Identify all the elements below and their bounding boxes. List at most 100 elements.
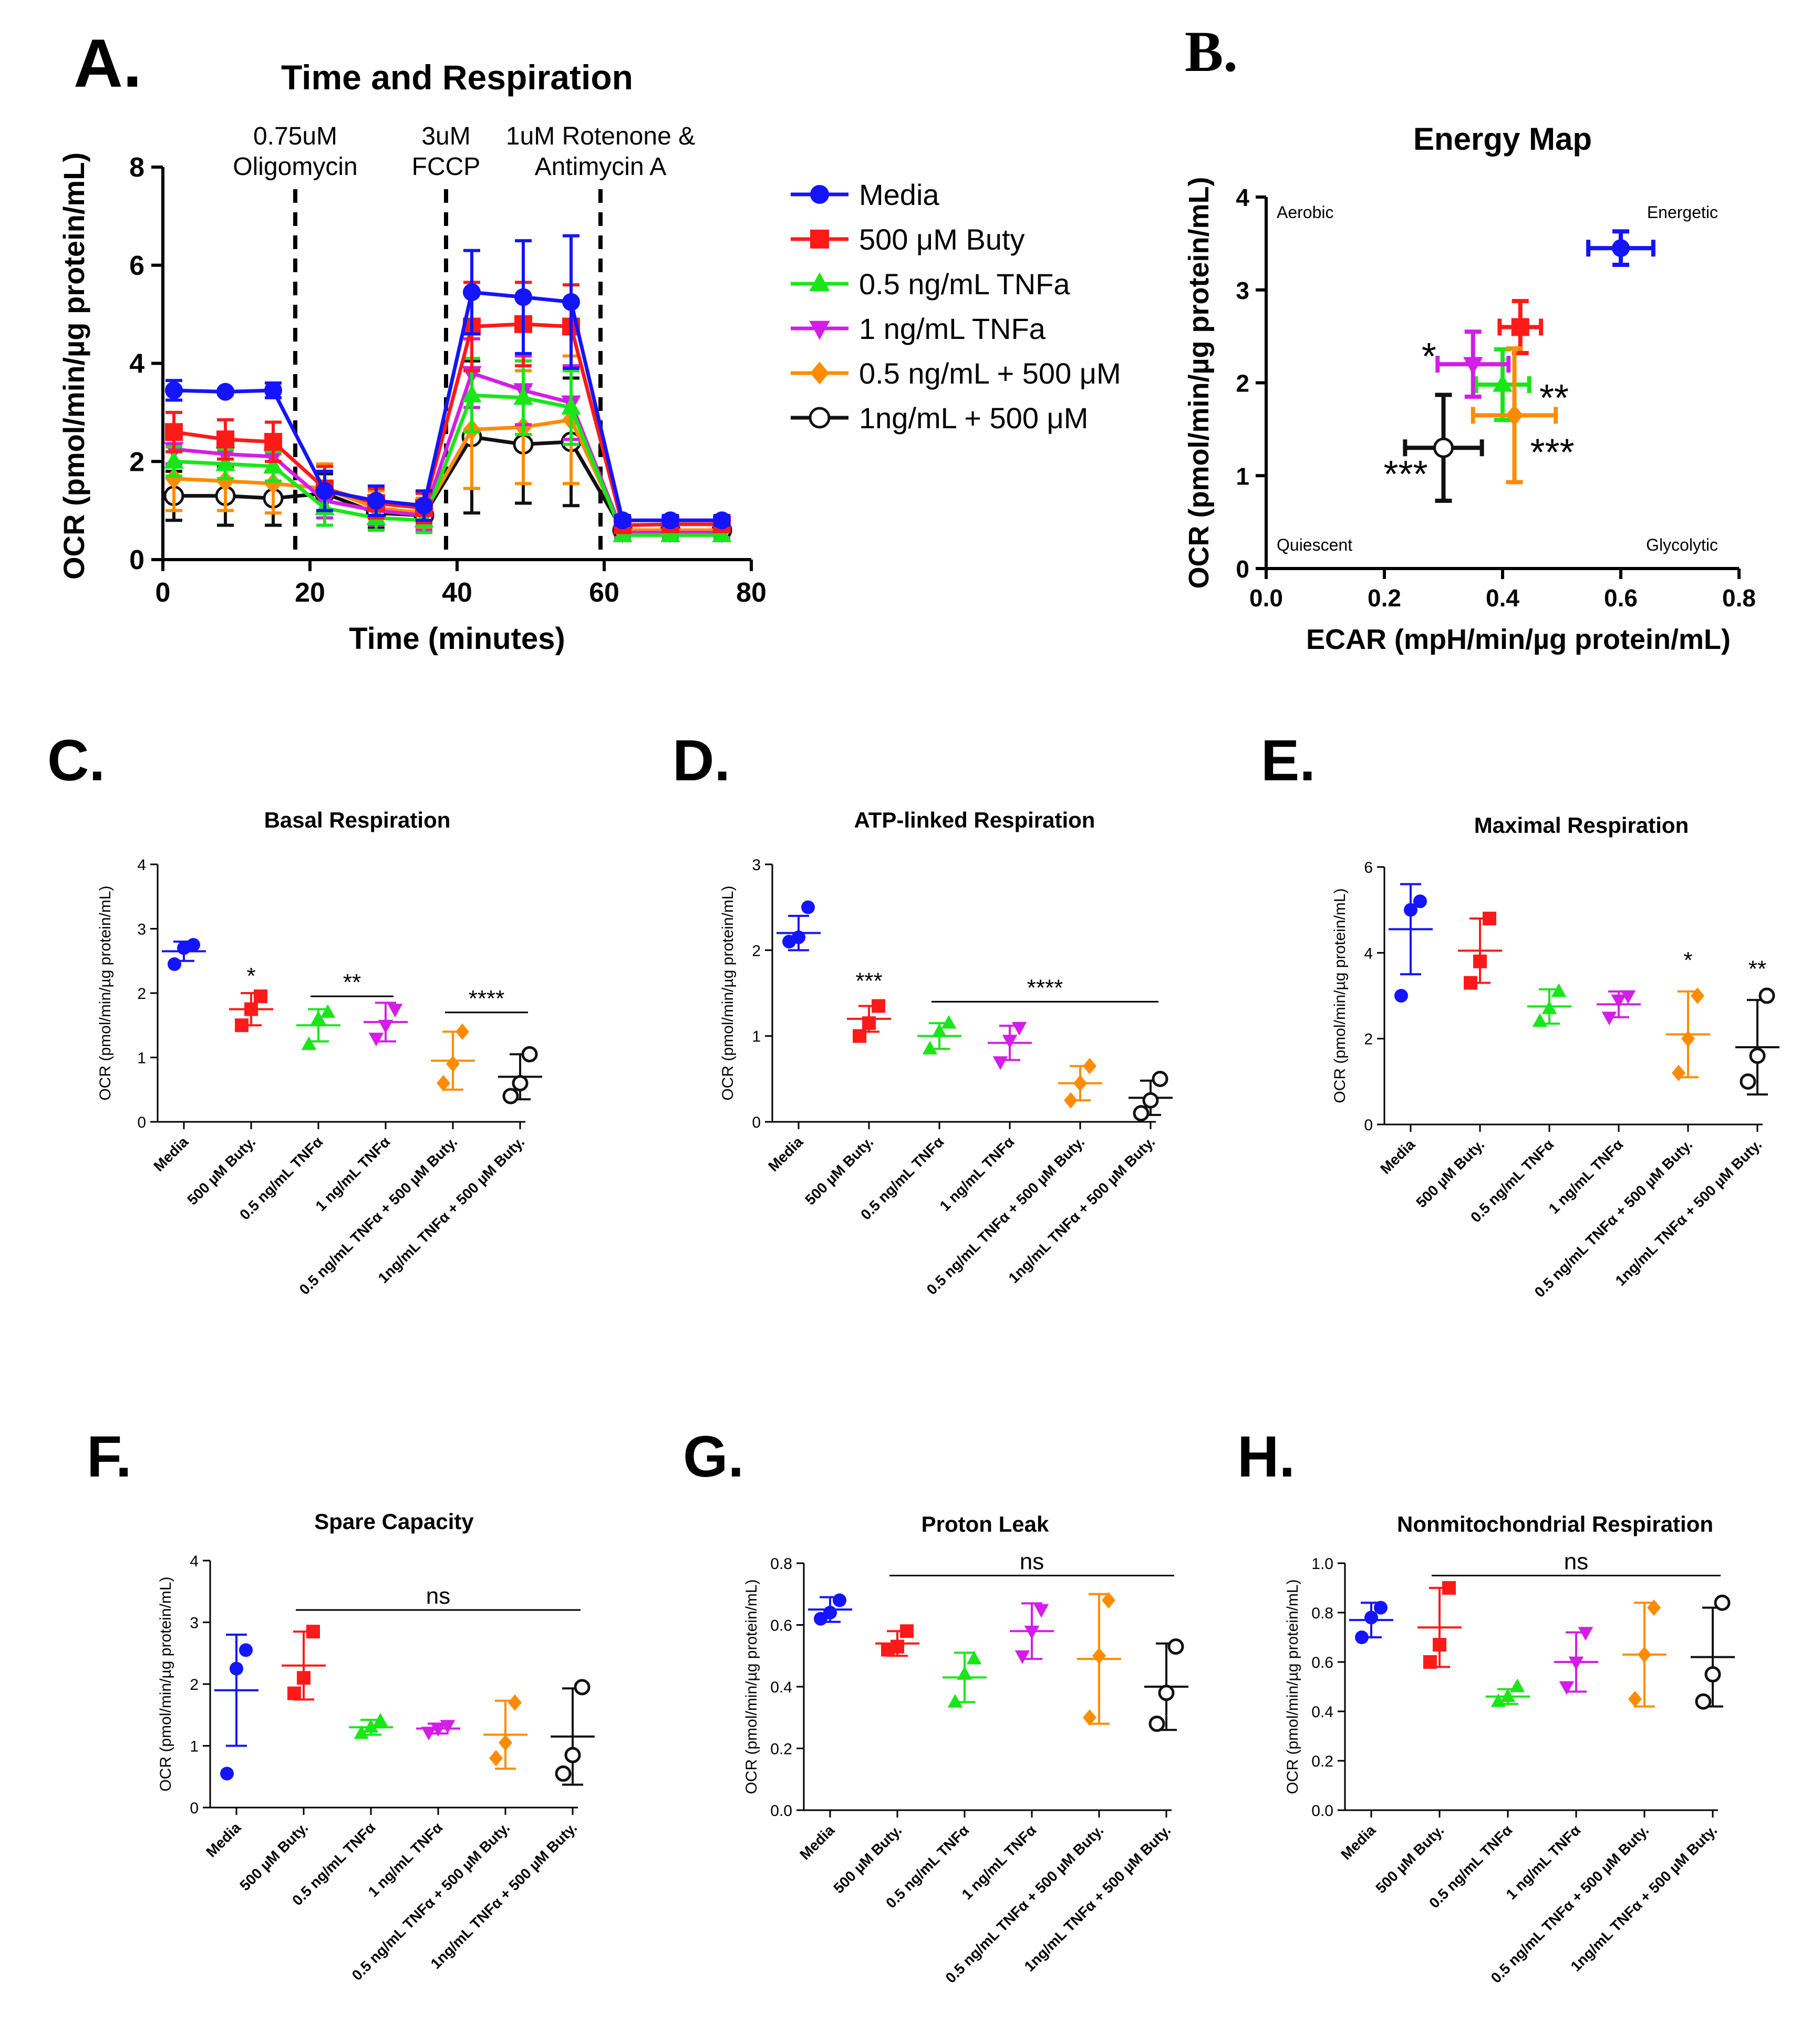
y-axis-label: OCR (pmol/min/µg protein/mL) (1331, 888, 1349, 1103)
x-tick-label: 500 µM Buty. (830, 1822, 905, 1896)
data-point (614, 511, 632, 530)
legend-label: 0.5 ng/mL TNFa (859, 267, 1070, 301)
data-point (215, 453, 235, 471)
y-tick-label: 2 (1236, 370, 1249, 397)
data-point (1568, 1656, 1584, 1670)
quadrant-label: Energetic (1647, 203, 1718, 222)
y-axis-label: OCR (pmol/min/µg protein/mL) (97, 885, 114, 1100)
y-tick-label: 1 (1236, 462, 1249, 490)
y-tick-label: 0 (1236, 555, 1249, 583)
x-tick-label: 1ng/mL TNFα + 500 µM Buty. (1568, 1822, 1721, 1975)
data-point (1064, 1092, 1078, 1109)
data-point (187, 938, 200, 952)
data-point (1158, 1685, 1175, 1701)
data-point (354, 1725, 369, 1739)
panel-letter: F. (87, 1424, 132, 1489)
y-tick-label: 1 (190, 1738, 199, 1756)
data-point (891, 1639, 904, 1654)
significance-1: ns (296, 1583, 581, 1611)
chart-title: Basal Respiration (264, 808, 451, 832)
y-tick-label: 4 (137, 856, 146, 874)
significance-label: **** (469, 986, 505, 1011)
y-tick-label: 2 (190, 1676, 199, 1694)
data-point (957, 1666, 972, 1680)
data-point (1423, 1655, 1437, 1669)
data-point (1142, 1092, 1159, 1109)
data-point (713, 511, 731, 530)
group-5 (1077, 1592, 1121, 1726)
data-point (421, 1727, 437, 1741)
x-axis-label: ECAR (mpH/min/µg protein/mL) (1306, 624, 1731, 655)
data-point (1102, 1592, 1115, 1609)
significance-1: * (1683, 947, 1692, 973)
y-tick-label: 4 (129, 349, 144, 379)
data-point (415, 497, 433, 515)
data-point (239, 1643, 253, 1657)
x-tick-label: Media (796, 1822, 837, 1863)
x-tick-label: 500 µM Buty. (1413, 1136, 1487, 1211)
data-point (287, 1686, 301, 1700)
data-point (853, 1029, 866, 1043)
data-point (297, 1671, 310, 1685)
data-point (1148, 1716, 1165, 1732)
panel-d: D. ATP-linked Respiration 0 1 2 3 OCR (pmol/mi… (672, 728, 1173, 1298)
group-3 (349, 1712, 393, 1739)
group-6 (1144, 1638, 1188, 1732)
group-1 (1349, 1601, 1393, 1644)
legend: Media 500 μM Buty 0.5 ng/mL TNFa 1 ng/mL TN… (791, 178, 1121, 435)
data-point (564, 1747, 581, 1763)
x-tick-label: 500 µM Buty. (802, 1133, 876, 1208)
panel-g: G. Proton Leak 0.0 0.2 0.4 0.6 0.8 OCR (pmol/mi… (683, 1424, 1188, 1986)
data-point (1714, 1594, 1731, 1611)
data-point (489, 1750, 503, 1767)
data-point (1578, 1627, 1593, 1641)
energy-point-6: *** (1383, 393, 1484, 503)
panel-h: H. Nonmitochondrial Respiration 0.0 0.2 0.4 0… (1237, 1424, 1735, 1986)
significance-label: ns (1020, 1549, 1044, 1575)
x-tick-label: 1ng/mL TNFα + 500 µM Buty. (428, 1819, 581, 1972)
group-5 (431, 1023, 475, 1092)
quadrant-label: Glycolytic (1646, 535, 1718, 554)
panel-c: C. Basal Respiration 0 1 2 3 4 OCR (pmol/min/µg… (47, 728, 542, 1298)
group-5 (1058, 1058, 1102, 1109)
x-tick-label: 500 µM Buty. (236, 1819, 311, 1894)
data-point (165, 423, 183, 441)
y-tick-label: 2 (129, 447, 144, 477)
data-point (235, 1018, 249, 1033)
chart-title: ATP-linked Respiration (854, 808, 1095, 832)
significance-2: **** (931, 975, 1158, 1003)
data-point (514, 288, 532, 306)
data-point (1092, 1647, 1106, 1664)
data-point (1500, 1688, 1516, 1702)
x-tick-label: 500 µM Buty. (1372, 1822, 1447, 1896)
data-point (512, 1075, 529, 1091)
data-point (230, 1661, 243, 1676)
data-point (1691, 987, 1704, 1004)
group-5 (1666, 987, 1710, 1081)
data-point (165, 468, 183, 490)
x-tick-label: 1ng/mL TNFα + 500 µM Buty. (1612, 1136, 1765, 1289)
data-point (1758, 987, 1775, 1004)
y-tick-label: 4 (1236, 184, 1249, 211)
significance-2: ** (1748, 956, 1766, 982)
y-tick-label: 0.0 (1311, 1802, 1333, 1820)
data-point (801, 900, 815, 914)
significance-1: * (246, 963, 255, 989)
significance-label: ns (426, 1583, 450, 1609)
panel-letter: H. (1237, 1424, 1295, 1489)
data-point (966, 1650, 982, 1665)
chart-title: Energy Map (1413, 121, 1592, 157)
x-tick-label: 1ng/mL TNFα + 500 µM Buty. (1006, 1133, 1158, 1286)
data-point (1559, 1681, 1575, 1695)
data-point (1015, 1650, 1030, 1664)
x-tick-label: 0.6 (1604, 584, 1638, 612)
legend-label: 0.5 ng/mL + 500 μM (859, 357, 1121, 390)
data-point (264, 432, 282, 451)
data-point (1695, 1693, 1712, 1710)
x-axis-label: Time (minutes) (349, 622, 565, 656)
injection-label: Antimycin A (535, 153, 667, 181)
injection-label: Oligomycin (233, 153, 357, 181)
data-point (320, 1004, 336, 1018)
data-point (1413, 894, 1427, 909)
group-2 (1417, 1581, 1462, 1669)
